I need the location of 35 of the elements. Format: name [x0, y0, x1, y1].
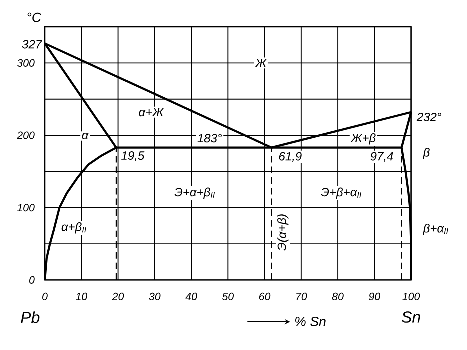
y-axis-title: °C	[28, 12, 42, 22]
text: Pb	[21, 311, 40, 324]
y-tick-label: 300	[17, 59, 35, 67]
annotation: α+Ж	[139, 108, 164, 116]
x-axis-title: % Sn	[296, 316, 326, 326]
annotation: 97,4	[370, 152, 394, 162]
y-tick-label: 100	[17, 204, 35, 212]
x-tick-label: 100	[402, 292, 420, 300]
annotation: Ж+β	[350, 133, 376, 145]
annotation: 327	[22, 40, 42, 49]
text: β	[423, 148, 430, 160]
x-tick-label: 70	[296, 292, 308, 300]
annotation: 183°	[198, 134, 222, 143]
x-tick-label: 20	[112, 292, 124, 300]
annotation: Э+α+β$_{II}$	[174, 188, 216, 199]
x-tick-label: 80	[332, 292, 344, 300]
y-tick-label: 0	[30, 276, 35, 284]
annotation: 19,5	[122, 151, 145, 162]
annotation: 232°	[416, 112, 442, 122]
x-tick-label: 10	[76, 292, 88, 300]
y-tick-label: 200	[17, 132, 35, 140]
annotation: Э(α+β)	[278, 214, 289, 251]
annotation: 61,9	[279, 152, 302, 162]
x-tick-label: 0	[42, 292, 48, 300]
x-tick-label: 60	[259, 292, 271, 300]
annotation: Ж	[255, 58, 268, 68]
text: β+α$_{II}$	[423, 224, 448, 236]
text: Sn	[402, 311, 420, 323]
annotation: α	[82, 132, 90, 140]
x-tick-label: 90	[369, 292, 381, 300]
x-tick-label: 30	[149, 292, 161, 300]
annotation: α+β$_{II}$	[62, 222, 86, 234]
annotation: Э+β+α$_{II}$	[321, 188, 362, 199]
x-tick-label: 40	[186, 292, 198, 300]
x-tick-label: 50	[222, 292, 234, 300]
